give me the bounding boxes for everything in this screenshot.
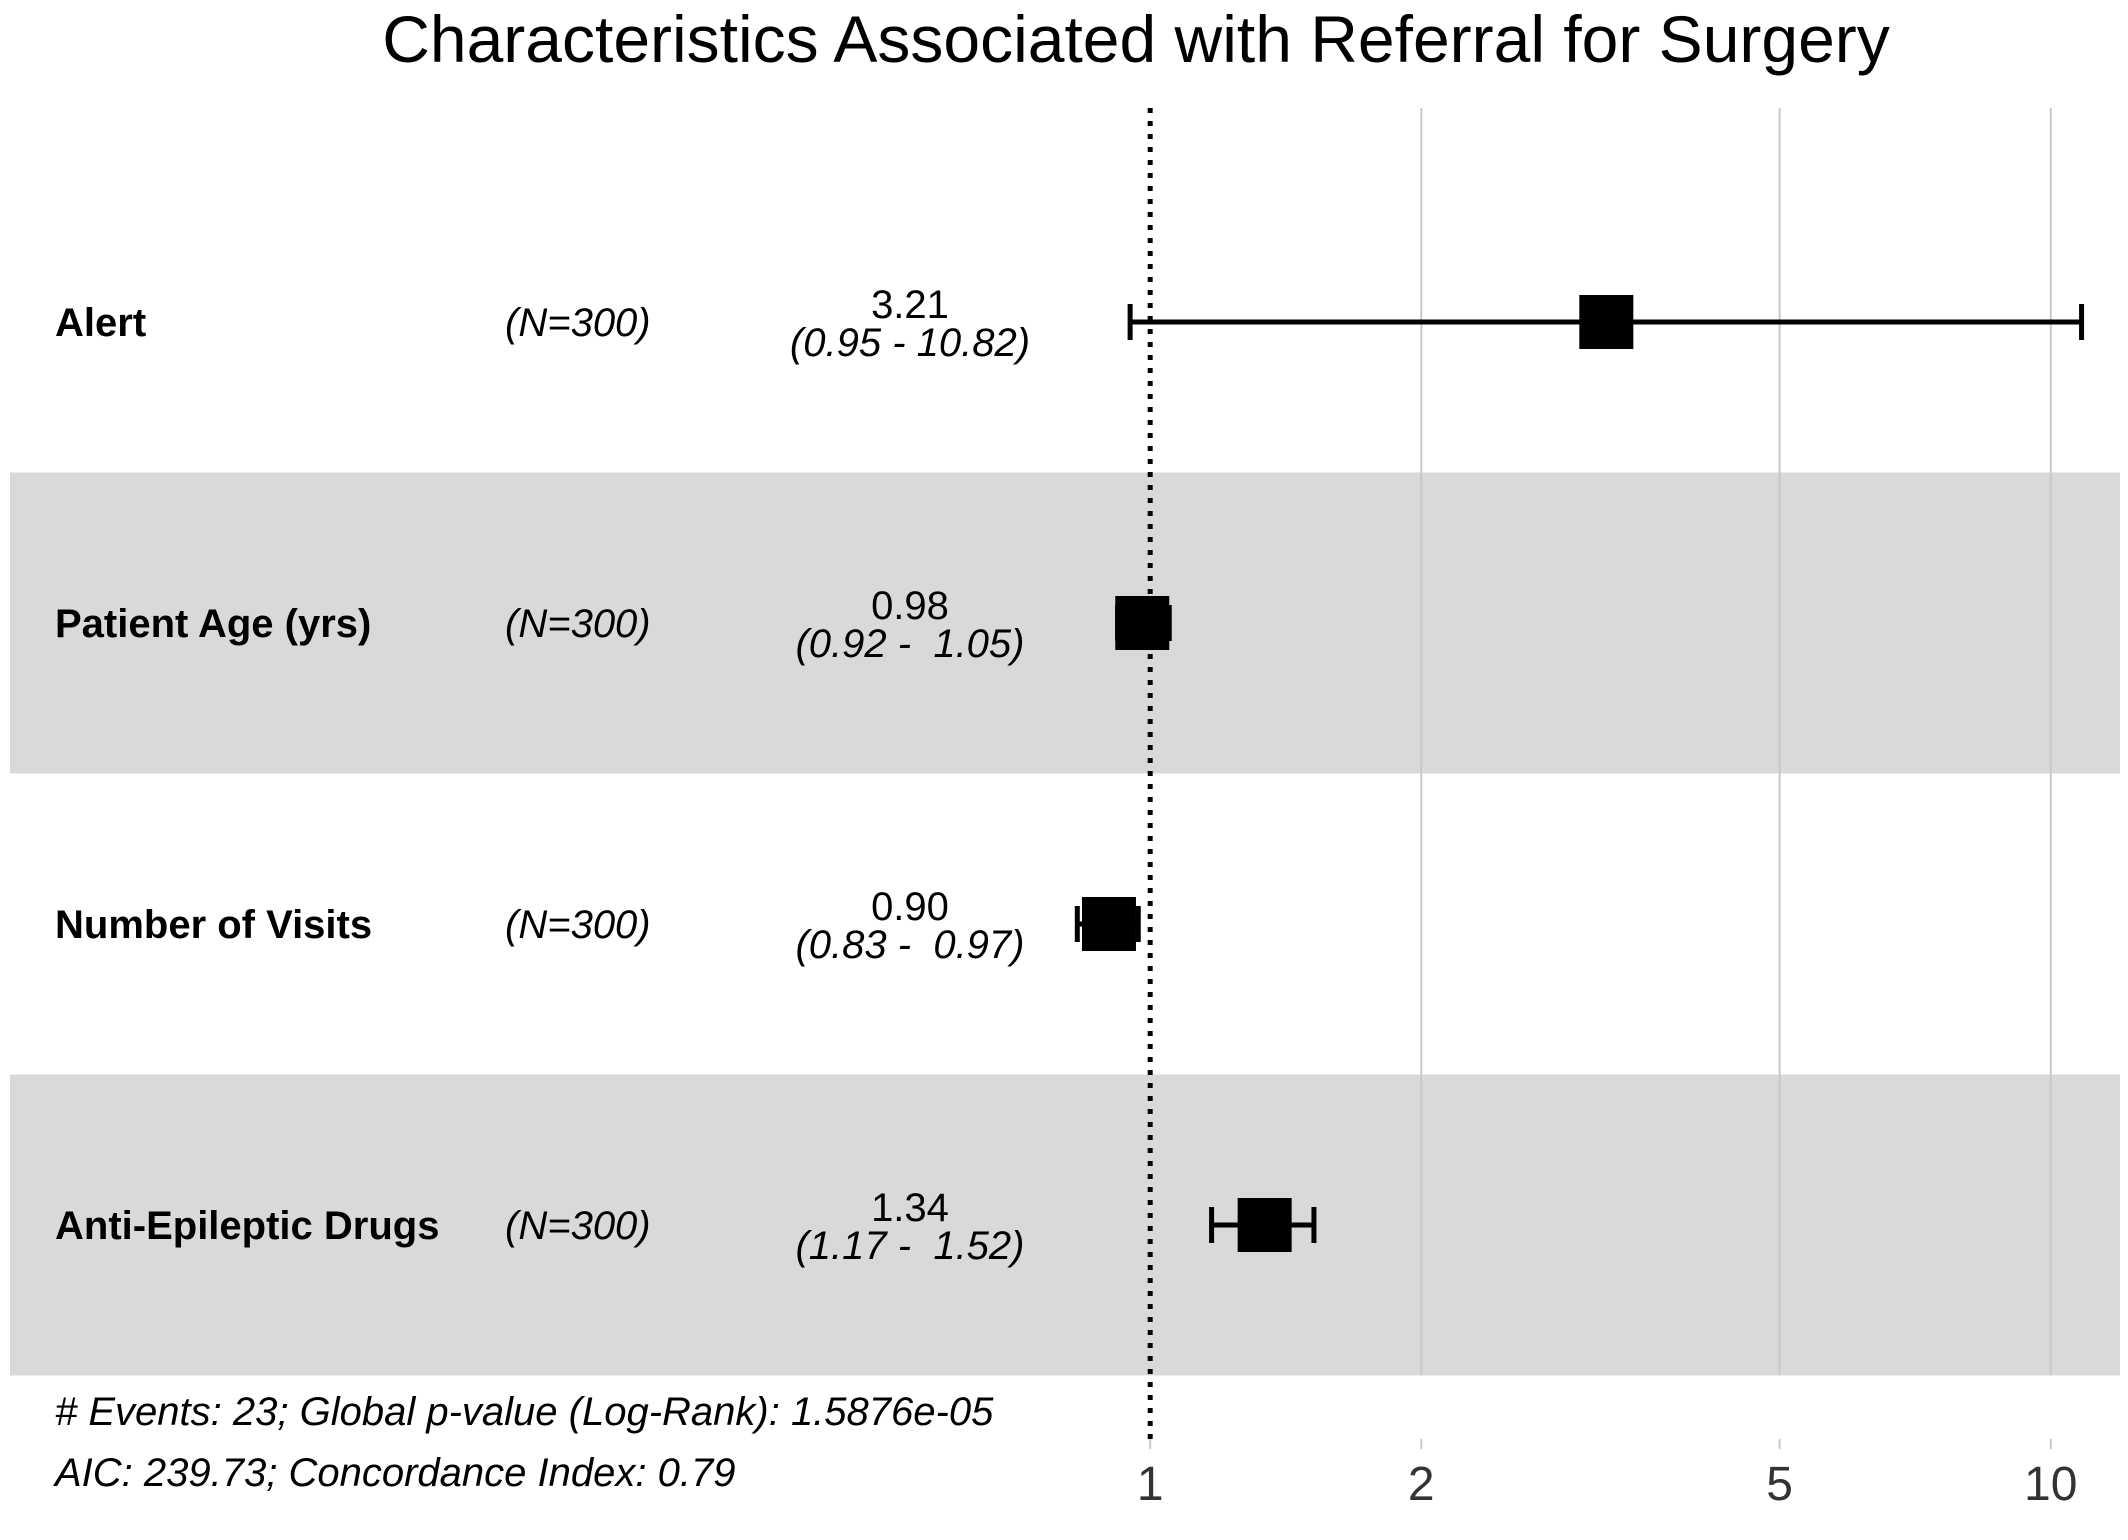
x-axis: 1 2 5 10 bbox=[1137, 1439, 2077, 1511]
forest-row: Patient Age (yrs) (N=300) 0.98(0.92 - 1.05… bbox=[55, 584, 1172, 666]
footnote: AIC: 239.73; Concordance Index: 0.79 bbox=[53, 1451, 735, 1495]
forest-row: Number of Visits (N=300) 0.90(0.83 - 0.97) bbox=[55, 885, 1141, 967]
x-tick-label: 1 bbox=[1137, 1458, 1164, 1511]
x-tick-label: 2 bbox=[1408, 1458, 1435, 1511]
x-tick-label: 10 bbox=[2024, 1458, 2077, 1511]
forest-row: Anti-Epileptic Drugs (N=300) 1.34(1.17 - 1… bbox=[55, 1186, 1317, 1268]
estimate-marker bbox=[1081, 897, 1136, 951]
estimate-label: 3.21 bbox=[871, 283, 949, 327]
row-label: Number of Visits bbox=[55, 903, 372, 947]
ci-label: (0.83 - 0.97) bbox=[795, 923, 1024, 967]
grid-lines bbox=[1420, 108, 2052, 1375]
row-n: (N=300) bbox=[505, 1204, 651, 1248]
estimate-marker bbox=[1579, 295, 1634, 349]
row-n: (N=300) bbox=[505, 602, 651, 646]
row-bands bbox=[10, 472, 2120, 1376]
estimate-marker bbox=[1115, 596, 1170, 650]
forest-row: Alert (N=300) 3.21(0.95 - 10.82) bbox=[55, 283, 2085, 365]
estimate-label: 0.98 bbox=[871, 584, 949, 628]
row-label: Patient Age (yrs) bbox=[55, 602, 371, 646]
estimate-label: 1.34 bbox=[871, 1186, 949, 1230]
row-n: (N=300) bbox=[505, 903, 651, 947]
row-label: Alert bbox=[55, 301, 146, 345]
chart-title: Characteristics Associated with Referral… bbox=[382, 2, 1890, 76]
ci-label: (1.17 - 1.52) bbox=[795, 1224, 1024, 1268]
footnote: # Events: 23; Global p-value (Log-Rank):… bbox=[55, 1390, 994, 1434]
row-band bbox=[10, 472, 2120, 774]
estimate-marker bbox=[1237, 1198, 1292, 1252]
ci-label: (0.92 - 1.05) bbox=[795, 622, 1024, 666]
footnotes: # Events: 23; Global p-value (Log-Rank):… bbox=[53, 1390, 994, 1495]
row-n: (N=300) bbox=[505, 301, 651, 345]
x-tick-label: 5 bbox=[1766, 1458, 1793, 1511]
estimate-label: 0.90 bbox=[871, 885, 949, 929]
rows-group: Alert (N=300) 3.21(0.95 - 10.82) Patient Ag… bbox=[55, 283, 2085, 1268]
row-band bbox=[10, 1074, 2120, 1376]
row-label: Anti-Epileptic Drugs bbox=[55, 1204, 439, 1248]
ci-label: (0.95 - 10.82) bbox=[790, 321, 1030, 365]
